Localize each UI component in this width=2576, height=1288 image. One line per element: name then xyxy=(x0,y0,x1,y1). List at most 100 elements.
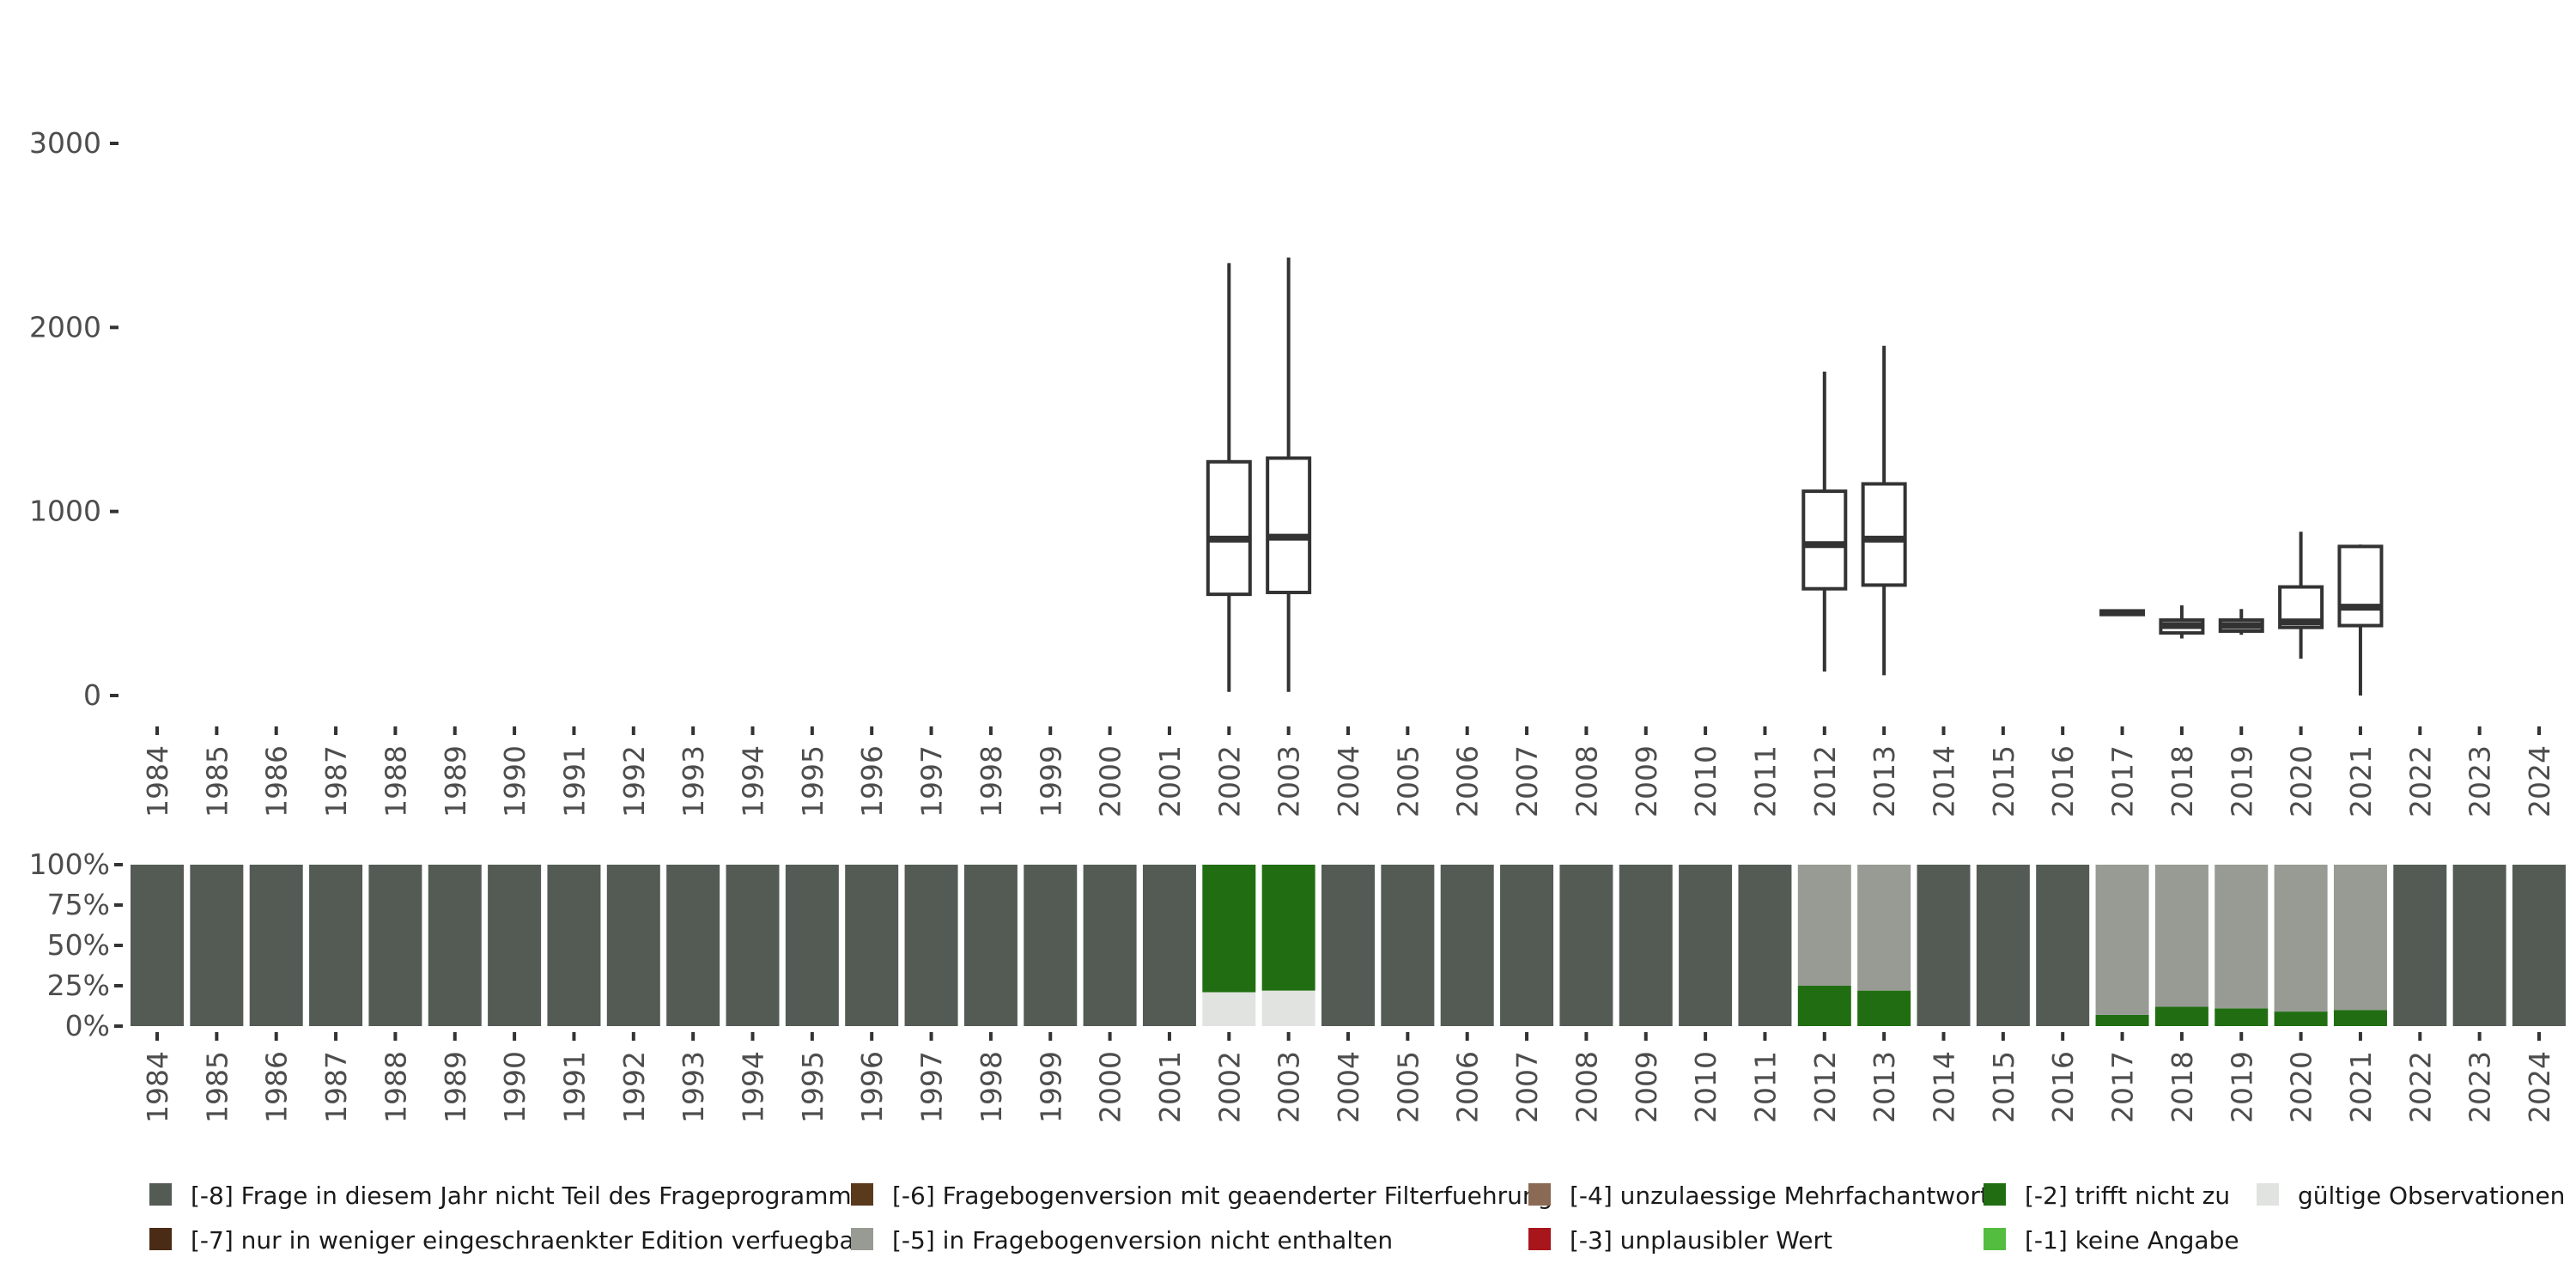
bar-segment xyxy=(2154,865,2208,1007)
legend-swatch xyxy=(149,1228,172,1250)
bar-2012 xyxy=(1797,865,1851,1026)
box-y-tick-label: 1000 xyxy=(29,495,101,528)
year-tick-label: 2007 xyxy=(1510,1051,1544,1123)
year-tick-label: 2024 xyxy=(2523,745,2556,817)
year-tick-label: 2000 xyxy=(1094,745,1127,817)
bar-segment xyxy=(1797,865,1851,986)
year-tick-label: 2011 xyxy=(1748,745,1782,817)
legend-item: [-2] trifft nicht zu xyxy=(1984,1182,2230,1210)
year-tick-label: 1984 xyxy=(141,745,174,817)
bar-segment xyxy=(309,865,363,1026)
year-tick-label: 2014 xyxy=(1928,745,1961,817)
year-tick-label: 2023 xyxy=(2464,1051,2497,1123)
year-tick-label: 1987 xyxy=(319,745,353,817)
bar-2017 xyxy=(2095,865,2149,1026)
year-tick-label: 1988 xyxy=(379,745,412,817)
bar-1990 xyxy=(488,865,542,1026)
bar-1984 xyxy=(131,865,184,1026)
year-tick-label: 1987 xyxy=(319,1051,353,1123)
bar-2006 xyxy=(1440,865,1494,1026)
bar-segment xyxy=(1321,865,1375,1026)
box-iqr xyxy=(1206,459,1252,597)
legend-label: [-4] unzulaessige Mehrfachantwort xyxy=(1570,1182,1990,1210)
bar-segment xyxy=(1679,865,1733,1026)
box-2017 xyxy=(2099,609,2146,617)
year-tick-label: 1985 xyxy=(200,745,234,817)
bar-segment xyxy=(1619,865,1673,1026)
year-tick-label: 2008 xyxy=(1570,1051,1603,1123)
legend-label: [-2] trifft nicht zu xyxy=(2025,1182,2230,1210)
bar-2022 xyxy=(2393,865,2447,1026)
year-tick-label: 1999 xyxy=(1034,1051,1067,1123)
legend-item: [-8] Frage in diesem Jahr nicht Teil des… xyxy=(149,1182,864,1210)
bar-segment xyxy=(2036,865,2090,1026)
year-tick-label: 2019 xyxy=(2225,1051,2258,1123)
bar-segment xyxy=(1381,865,1435,1026)
year-tick-label: 1996 xyxy=(855,1051,889,1123)
bar-y-tick-label: 75% xyxy=(47,888,110,921)
legend-swatch xyxy=(1984,1183,2006,1206)
box-2003 xyxy=(1266,257,1312,692)
bar-2021 xyxy=(2333,865,2387,1026)
bar-1994 xyxy=(726,865,780,1026)
bar-segment xyxy=(666,865,720,1026)
year-tick-label: 1989 xyxy=(439,1051,472,1123)
bar-2008 xyxy=(1559,865,1613,1026)
year-tick-label: 2004 xyxy=(1332,1051,1365,1123)
bar-1985 xyxy=(190,865,244,1026)
year-tick-label: 1998 xyxy=(975,1051,1008,1123)
year-tick-label: 2006 xyxy=(1451,745,1485,817)
stacked-bar-panel: 0% 25% 50% 75% 100% xyxy=(29,848,2566,1042)
bar-segment xyxy=(2215,865,2269,1009)
year-tick-label: 2009 xyxy=(1630,745,1663,817)
bar-segment xyxy=(428,865,482,1026)
bar-segment xyxy=(2154,1006,2208,1026)
bar-1986 xyxy=(249,865,303,1026)
legend-item: [-6] Fragebogenversion mit geaenderter F… xyxy=(851,1182,1552,1210)
bar-segment xyxy=(2333,865,2387,1011)
box-2013 xyxy=(1861,345,1907,676)
bar-2005 xyxy=(1381,865,1435,1026)
box-2018 xyxy=(2159,605,2205,639)
bar-segment xyxy=(547,865,601,1026)
bar-2010 xyxy=(1679,865,1733,1026)
bar-segment xyxy=(1202,992,1256,1026)
year-tick-label: 1996 xyxy=(855,745,889,817)
bar-segment xyxy=(904,865,958,1026)
legend-item: [-7] nur in weniger eingeschraenkter Edi… xyxy=(149,1226,865,1255)
year-tick-label: 2010 xyxy=(1689,1051,1722,1123)
year-tick-label: 2013 xyxy=(1868,1051,1901,1123)
bar-segment xyxy=(1440,865,1494,1026)
stacked-bar-x-axis: 1984 1985 1986 1987 1988 1989 1990 1991 1992 1993… xyxy=(141,1032,2556,1123)
bar-segment xyxy=(1024,865,1078,1026)
bar-2007 xyxy=(1500,865,1554,1026)
year-tick-label: 1994 xyxy=(737,745,770,817)
year-tick-label: 2006 xyxy=(1451,1051,1485,1123)
year-tick-label: 2008 xyxy=(1570,745,1603,817)
bar-2016 xyxy=(2036,865,2090,1026)
bar-segment xyxy=(190,865,244,1026)
legend-label: gültige Observationen xyxy=(2298,1182,2565,1210)
bar-2015 xyxy=(1976,865,2030,1026)
legend-item: gültige Observationen xyxy=(2257,1182,2565,1210)
bar-1997 xyxy=(904,865,958,1026)
year-tick-label: 2001 xyxy=(1153,745,1187,817)
bar-segment xyxy=(2215,1008,2269,1026)
year-tick-label: 2011 xyxy=(1748,1051,1782,1123)
boxplot-x-axis: 1984 1985 1986 1987 1988 1989 1990 1991 1992 1993… xyxy=(141,726,2556,817)
bar-segment xyxy=(785,865,839,1026)
year-tick-label: 2021 xyxy=(2344,1051,2378,1123)
legend-swatch xyxy=(2257,1183,2279,1206)
legend: [-8] Frage in diesem Jahr nicht Teil des… xyxy=(149,1182,2565,1255)
year-tick-label: 2022 xyxy=(2403,745,2437,817)
year-tick-label: 2016 xyxy=(2046,745,2080,817)
bar-y-tick-label: 50% xyxy=(47,928,110,962)
bar-2001 xyxy=(1142,865,1196,1026)
bar-segment xyxy=(2512,865,2566,1026)
bar-segment xyxy=(1083,865,1137,1026)
box-y-tick-label: 3000 xyxy=(29,126,101,160)
year-tick-label: 2015 xyxy=(1987,1051,2020,1123)
legend-item: [-5] in Fragebogenversion nicht enthalte… xyxy=(851,1226,1393,1255)
bar-y-tick-label: 100% xyxy=(29,848,110,881)
bar-segment xyxy=(2095,1014,2149,1026)
